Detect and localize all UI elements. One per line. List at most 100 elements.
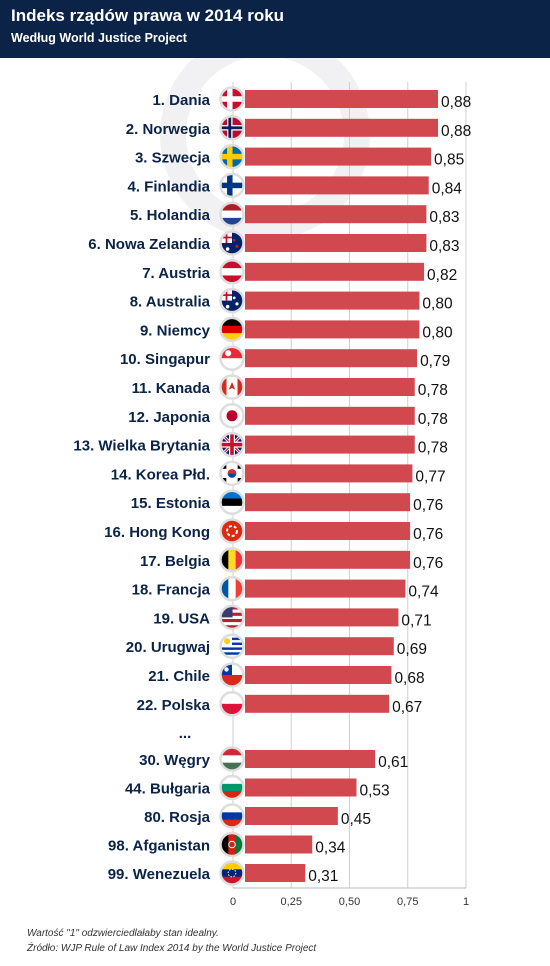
value-label: 0,88 (441, 94, 471, 111)
flag-border (219, 86, 245, 112)
bar (245, 750, 376, 768)
category-label: 30. Węgry (139, 752, 211, 769)
flag-border (219, 403, 245, 429)
finland-flag-icon (221, 174, 243, 197)
japan-flag-icon (221, 404, 243, 427)
flag-border (219, 143, 245, 170)
bar (245, 666, 392, 684)
value-label: 0,80 (422, 296, 453, 313)
footnote-source: Źródło: WJP Rule of Law Index 2014 by th… (27, 943, 317, 954)
category-label: 4. Finlandia (127, 178, 210, 195)
value-label: 0,68 (394, 670, 424, 687)
new-zealand-flag-icon (221, 232, 243, 254)
bar (245, 378, 415, 396)
category-label: 6. Nowa Zelandia (88, 236, 210, 253)
flag-border (219, 746, 245, 772)
category-label: 8. Australia (130, 294, 211, 311)
value-label: 0,88 (441, 123, 471, 140)
value-label: 0,78 (418, 411, 448, 428)
category-label: 11. Kanada (132, 380, 211, 397)
bar (245, 579, 406, 598)
bar (245, 608, 399, 627)
denmark-flag-icon (221, 88, 243, 110)
sweden-flag-icon (221, 145, 243, 168)
bar (245, 864, 306, 882)
category-label: 44. Bułgaria (125, 781, 211, 798)
category-label: 13. Wielka Brytania (73, 438, 210, 455)
bar (245, 349, 418, 368)
poland-flag-icon (221, 692, 243, 715)
netherlands-flag-icon (221, 203, 243, 226)
value-label: 0,71 (401, 612, 431, 629)
x-tick-label: 0,75 (397, 896, 418, 908)
category-label: 2. Norwegia (126, 121, 211, 138)
category-label: 12. Japonia (128, 409, 210, 426)
flag-border (219, 860, 245, 886)
x-tick-label: 1 (463, 896, 469, 908)
value-label: 0,77 (415, 468, 445, 485)
usa-flag-icon (221, 606, 243, 629)
value-label: 0,76 (413, 555, 443, 572)
bar (245, 176, 429, 195)
germany-flag-icon (221, 318, 243, 341)
flag-border (219, 115, 245, 141)
bar (245, 807, 338, 825)
category-label: 17. Belgia (140, 553, 211, 570)
value-label: 0,76 (413, 497, 443, 514)
france-flag-icon (221, 577, 243, 600)
category-label: 22. Polska (137, 697, 211, 714)
value-label: 0,69 (397, 641, 427, 658)
category-label: 80. Rosja (144, 809, 211, 826)
category-label: 15. Estonia (131, 495, 211, 512)
value-label: 0,31 (308, 868, 338, 885)
bar (245, 406, 415, 425)
hong-kong-flag-icon (221, 520, 243, 542)
bar (245, 550, 411, 569)
flag-border (219, 201, 245, 227)
bar (245, 835, 313, 854)
russia-flag-icon (221, 805, 243, 827)
category-label: 21. Chile (148, 668, 210, 685)
flag-border (219, 774, 245, 801)
chart-title: Indeks rządów prawa w 2014 roku (11, 6, 285, 25)
flag-border (219, 547, 245, 573)
flag-border (219, 230, 245, 256)
category-label: 16. Hong Kong (104, 524, 210, 541)
category-label: 14. Korea Płd. (111, 466, 210, 483)
canada-flag-icon (221, 376, 243, 398)
hungary-flag-icon (221, 748, 243, 770)
header-bar: Indeks rządów prawa w 2014 roku Według W… (0, 0, 550, 58)
category-label: 19. USA (153, 610, 210, 627)
uruguay-flag-icon (221, 635, 243, 658)
value-label: 0,34 (315, 840, 346, 857)
bar (245, 291, 420, 310)
category-label: 1. Dania (152, 92, 210, 109)
bar (245, 435, 415, 454)
bar (245, 90, 439, 108)
bar (245, 694, 390, 713)
x-tick-label: 0,50 (339, 896, 360, 908)
value-label: 0,83 (429, 209, 459, 226)
value-label: 0,79 (420, 353, 450, 370)
value-label: 0,61 (378, 754, 408, 771)
value-label: 0,45 (341, 811, 371, 828)
bar (245, 262, 425, 281)
value-label: 0,83 (429, 238, 459, 255)
x-tick-label: 0,25 (281, 896, 302, 908)
flag-border (219, 604, 245, 631)
bar (245, 522, 411, 540)
value-label: 0,78 (418, 382, 448, 399)
flag-border (219, 259, 245, 285)
bar (245, 118, 439, 137)
flag-border (219, 460, 245, 487)
chile-flag-icon (221, 664, 243, 686)
bar (245, 234, 427, 252)
category-label: 10. Singapur (120, 351, 210, 368)
bar (245, 205, 427, 224)
flag-border (219, 633, 245, 659)
bar (245, 778, 357, 797)
value-label: 0,74 (408, 584, 439, 601)
category-label: 18. Francja (132, 582, 211, 599)
category-label: 99. Wenezuela (108, 866, 211, 883)
